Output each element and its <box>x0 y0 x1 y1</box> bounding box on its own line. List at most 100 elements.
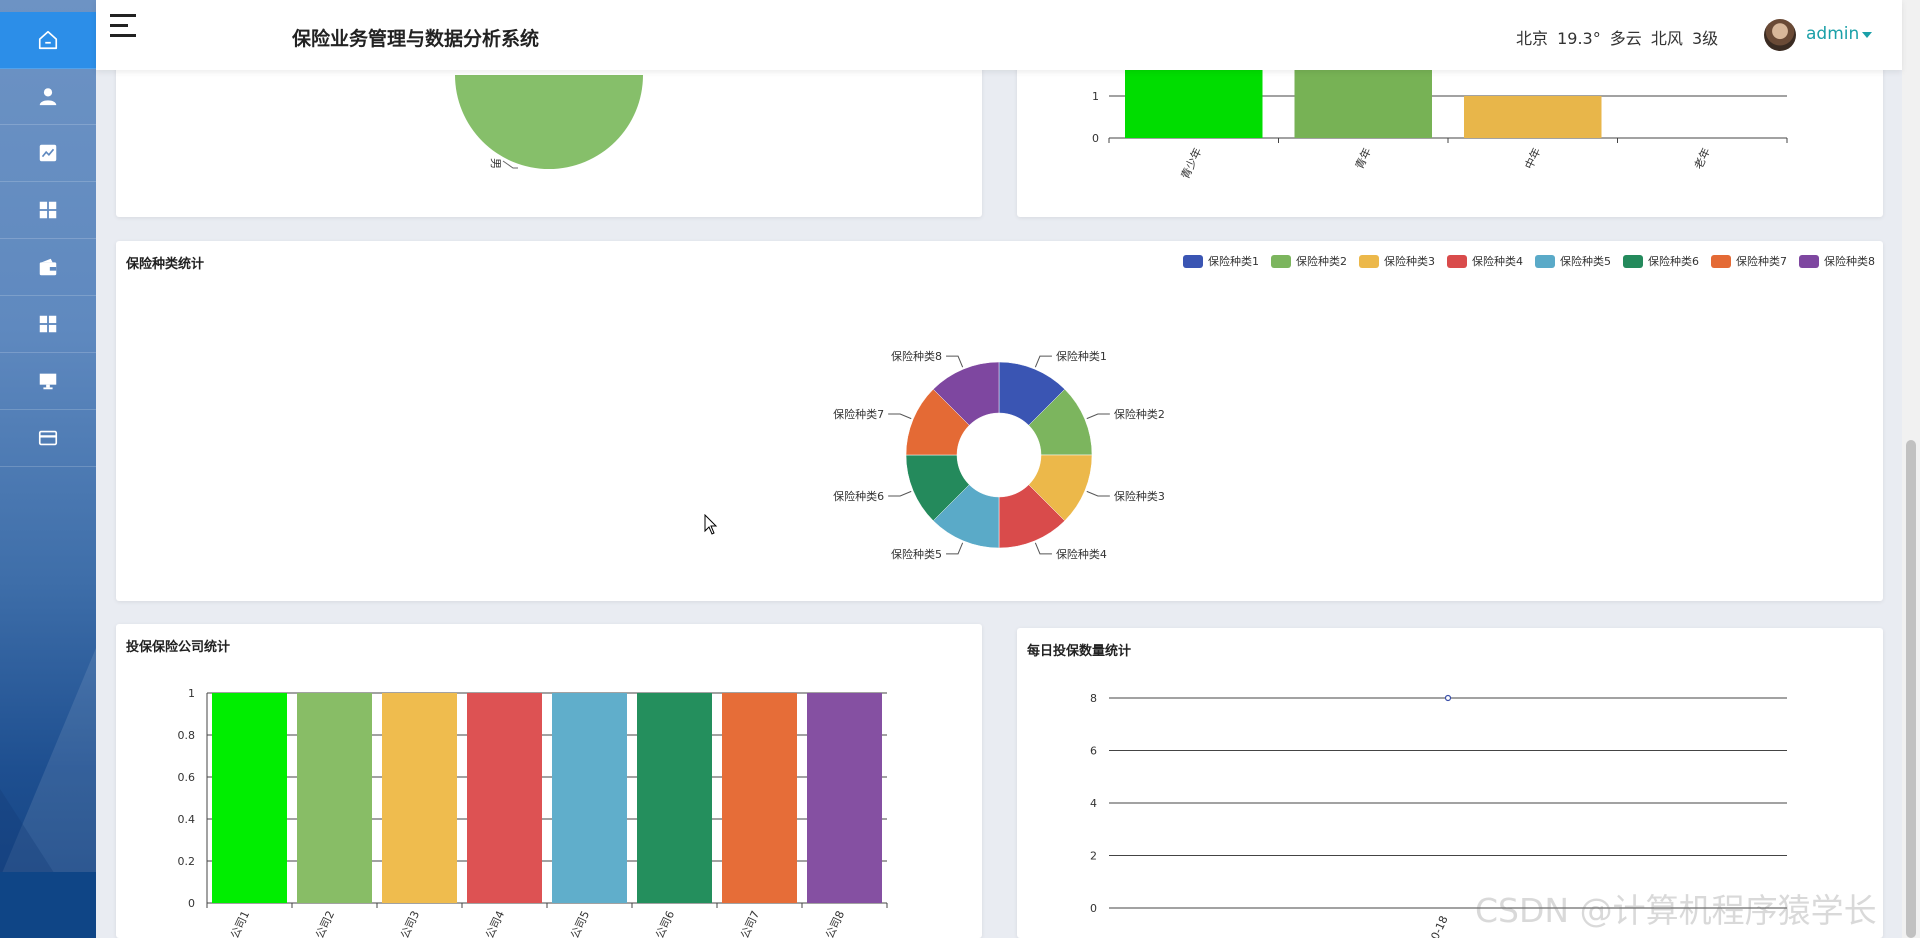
pie-slice-male <box>455 75 643 169</box>
grid-icon <box>39 201 57 219</box>
bar <box>212 693 287 903</box>
slice-label: 保险种类3 <box>1114 489 1165 503</box>
scrollbar-thumb[interactable] <box>1906 440 1916 938</box>
legend-swatch <box>1623 254 1643 268</box>
sidebar-item-user[interactable] <box>0 68 96 125</box>
weather-info: 北京 19.3° 多云 北风 3级 <box>1516 29 1719 48</box>
y-tick-label: 1 <box>1092 90 1099 103</box>
y-tick-label: 0 <box>1092 132 1099 145</box>
y-tick-label: 1 <box>188 687 195 700</box>
card-title: 保险种类统计 <box>126 257 205 272</box>
background-mountain <box>0 648 96 878</box>
slice-label-line <box>888 413 912 420</box>
x-tick-label: 公司7 <box>738 909 762 938</box>
bar <box>637 693 712 903</box>
x-tick-label: 公司4 <box>483 909 507 938</box>
bar <box>1464 96 1602 138</box>
slice-label: 保险种类4 <box>1056 547 1107 561</box>
legend-item[interactable]: 保险种类5 <box>1535 253 1611 269</box>
company-bar-chart: 0 0.2 0.4 0.6 0.8 1 公司1 公司2 公司3 公司4 公司5 公司6 公司7 公司8 <box>178 687 888 938</box>
legend-swatch <box>1535 254 1555 268</box>
daily-line-chart: 0 2 4 6 8 10-18 <box>1090 692 1787 938</box>
legend-swatch <box>1799 254 1819 268</box>
legend-label: 保险种类7 <box>1736 255 1787 268</box>
slice-label-line <box>1034 542 1052 555</box>
legend-swatch <box>1711 254 1731 268</box>
sidebar-item-trend[interactable] <box>0 125 96 182</box>
x-tick-label: 青少年 <box>1178 145 1205 181</box>
y-tick-label: 8 <box>1090 692 1097 705</box>
home-icon <box>38 30 58 50</box>
sidebar-item-monitor[interactable] <box>0 353 96 410</box>
legend-label: 保险种类8 <box>1824 255 1875 268</box>
user-icon <box>39 88 57 106</box>
daily-chart-card: 每日投保数量统计 0 2 4 6 8 10-18 <box>1017 628 1883 938</box>
slice-label: 保险种类6 <box>833 489 884 503</box>
sidebar-item-card[interactable] <box>0 410 96 467</box>
legend-item[interactable]: 保险种类1 <box>1183 253 1259 269</box>
legend-item[interactable]: 保险种类4 <box>1447 253 1523 269</box>
legend-swatch <box>1183 254 1203 268</box>
legend-swatch <box>1271 254 1291 268</box>
x-tick-label: 公司8 <box>823 909 847 938</box>
legend-label: 保险种类4 <box>1472 255 1523 268</box>
page-scrollbar[interactable] <box>1902 0 1920 938</box>
y-tick-label: 0.4 <box>178 813 196 826</box>
avatar[interactable] <box>1764 19 1796 51</box>
sidebar-item-home[interactable] <box>0 12 96 69</box>
user-menu[interactable]: admin <box>1806 24 1860 44</box>
x-tick-label: 公司2 <box>313 909 337 938</box>
card-title: 每日投保数量统计 <box>1027 644 1132 659</box>
sidebar-item-wallet[interactable] <box>0 239 96 296</box>
mouse-cursor-icon <box>704 514 718 535</box>
y-tick-label: 0.2 <box>178 855 196 868</box>
bar <box>382 693 457 903</box>
legend-label: 保险种类3 <box>1384 255 1435 268</box>
y-tick-label: 4 <box>1090 797 1097 810</box>
y-tick-label: 0 <box>1090 902 1097 915</box>
x-tick-label: 10-18 <box>1425 914 1450 938</box>
insurance-type-donut-chart: 保险种类1 保险种类2 保险种类3 保险种类4 保险种类5 保险种类6 保险种类7 保险种类8 <box>833 349 1165 561</box>
legend-label: 保险种类5 <box>1560 255 1611 268</box>
menu-toggle-icon[interactable] <box>110 14 138 42</box>
legend-item[interactable]: 保险种类8 <box>1799 253 1875 269</box>
wallet-icon <box>39 258 57 276</box>
chart-legend: 保险种类1 保险种类2 保险种类3 保险种类4 保险种类5 保险种类6 保险种类7 保险种类8 <box>1183 253 1875 269</box>
top-bar: 保险业务管理与数据分析系统 北京 19.3° 多云 北风 3级 admin <box>96 0 1902 70</box>
slice-label: 保险种类5 <box>891 547 942 561</box>
slice-label: 男 <box>489 158 502 169</box>
slice-label-line <box>1086 413 1110 420</box>
legend-item[interactable]: 保险种类7 <box>1711 253 1787 269</box>
x-tick-label: 公司3 <box>398 909 422 938</box>
legend-label: 保险种类1 <box>1208 255 1259 268</box>
donut-slice <box>932 361 1000 426</box>
slice-label: 保险种类7 <box>833 407 884 421</box>
y-tick-label: 6 <box>1090 745 1097 758</box>
card-title: 投保保险公司统计 <box>126 640 231 655</box>
slice-label-line <box>888 490 912 497</box>
sidebar-item-grid2[interactable] <box>0 296 96 353</box>
legend-item[interactable]: 保险种类2 <box>1271 253 1347 269</box>
bar <box>807 693 882 903</box>
chevron-down-icon[interactable] <box>1862 32 1872 38</box>
slice-label-line <box>1034 355 1052 368</box>
legend-label: 保险种类6 <box>1648 255 1699 268</box>
company-chart-card: 投保保险公司统计 0 0.2 0.4 0.6 0.8 1 公司1 公司2 公司3 公司4 公司5 公司… <box>116 624 982 938</box>
card-icon <box>38 430 58 446</box>
slice-label: 保险种类1 <box>1056 349 1107 363</box>
legend-swatch <box>1359 254 1379 268</box>
trend-chart-icon <box>39 144 57 162</box>
sidebar <box>0 0 96 938</box>
app-title: 保险业务管理与数据分析系统 <box>292 28 540 50</box>
x-tick-label: 公司5 <box>568 909 592 938</box>
bar <box>297 693 372 903</box>
legend-label: 保险种类2 <box>1296 255 1347 268</box>
sidebar-footer <box>0 872 96 938</box>
bar <box>722 693 797 903</box>
legend-item[interactable]: 保险种类6 <box>1623 253 1699 269</box>
legend-item[interactable]: 保险种类3 <box>1359 253 1435 269</box>
slice-label-line <box>946 355 964 368</box>
x-tick-label: 青年 <box>1352 145 1374 171</box>
y-tick-label: 2 <box>1090 850 1097 863</box>
sidebar-item-grid[interactable] <box>0 182 96 239</box>
